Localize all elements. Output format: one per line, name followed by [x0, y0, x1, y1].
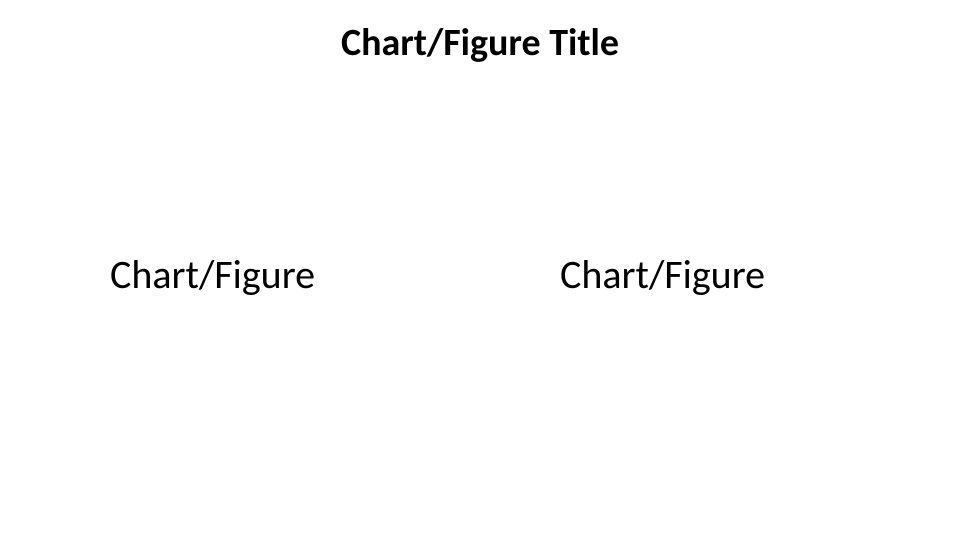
- chart-placeholder-left: Chart/Figure: [110, 250, 315, 299]
- slide-title: Chart/Figure Title: [0, 20, 960, 66]
- chart-placeholder-right: Chart/Figure: [560, 250, 765, 299]
